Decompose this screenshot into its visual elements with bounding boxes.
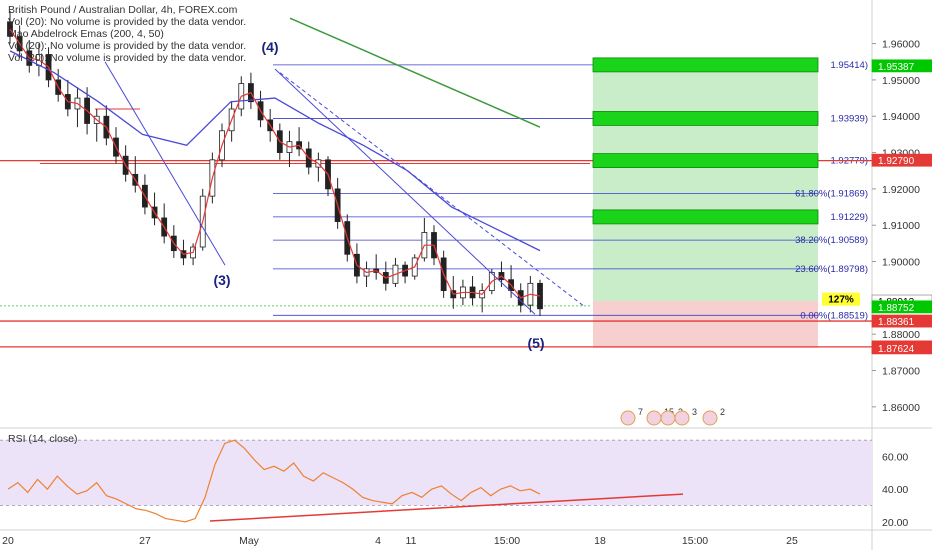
target-label-bg — [822, 292, 860, 306]
channel-line — [279, 72, 586, 308]
target-bar — [592, 57, 819, 73]
price-tag-label: 1.92790 — [878, 156, 915, 167]
price-axis-label: 1.92000 — [882, 184, 920, 196]
fib-level-label: 23.60%(1.89798) — [795, 264, 868, 275]
target-bar — [592, 209, 819, 225]
price-axis-label: 1.96000 — [882, 39, 920, 51]
event-mark-icon — [620, 410, 636, 426]
event-mark-icon — [674, 410, 690, 426]
price-tag-label: 1.88361 — [878, 317, 915, 328]
price-tag-bg — [871, 341, 932, 355]
event-mark-count: 7 — [638, 407, 643, 417]
ema-50-line — [9, 50, 541, 252]
event-mark-icon — [646, 410, 662, 426]
fib-level-label: 0.00%(1.88519) — [800, 310, 868, 321]
price-axis-label: 1.95000 — [882, 75, 920, 87]
time-axis-label: 18 — [594, 535, 606, 547]
fib-level-label: 38.20%(1.90589) — [795, 235, 868, 246]
event-mark-icon — [660, 410, 676, 426]
legend-line: Mao Abdelrock Emas (200, 4, 50) — [8, 28, 164, 40]
price-axis-label: 1.90000 — [882, 257, 920, 269]
rsi-axis-label: 40.00 — [882, 484, 908, 496]
wave-label: (5) — [527, 335, 544, 351]
time-axis-label: 11 — [406, 535, 417, 547]
time-axis-label: 15:00 — [494, 535, 520, 547]
price-axis-label: 1.91000 — [882, 220, 920, 232]
event-mark-icon — [702, 410, 718, 426]
wave-label: (3) — [213, 272, 230, 288]
legend-line: Vol (20): No volume is provided by the d… — [8, 16, 247, 28]
ema-fast-line — [9, 28, 541, 299]
rsi-title: RSI (14, close) — [8, 433, 77, 445]
event-mark-count: 2 — [720, 407, 725, 417]
time-axis-label: 15:00 — [682, 535, 708, 547]
channel-line — [274, 68, 536, 315]
stop-zone — [593, 301, 818, 348]
time-axis-label: 25 — [786, 535, 798, 547]
rsi-line — [7, 439, 541, 523]
price-tag-bg — [871, 59, 932, 73]
fib-level-label: 1.91229) — [830, 212, 868, 223]
price-tag-bg — [871, 153, 932, 167]
event-mark-count: 3 — [692, 407, 697, 417]
price-axis-label: 1.94000 — [882, 111, 920, 123]
time-axis-label: 27 — [139, 535, 151, 547]
rsi-band — [0, 440, 872, 506]
wave-label: (4) — [261, 39, 278, 55]
rsi-axis-label: 20.00 — [882, 517, 908, 529]
time-axis-label: 4 — [375, 535, 381, 547]
price-tag-label: 1.87624 — [878, 344, 915, 355]
legend-line: Vol (20): No volume is provided by the d… — [8, 52, 247, 64]
price-axis-label: 1.88000 — [882, 329, 920, 341]
price-axis-label: 1.87000 — [882, 366, 920, 378]
fib-level-label: 61.80%(1.91869) — [795, 189, 868, 200]
chart-legend: British Pound / Australian Dollar, 4h, F… — [8, 4, 246, 64]
time-axis-label: May — [239, 535, 260, 547]
price-tag-label: 1.95387 — [878, 62, 915, 73]
legend-line: Vol (20): No volume is provided by the d… — [8, 40, 247, 52]
legend-line: British Pound / Australian Dollar, 4h, F… — [8, 4, 238, 16]
price-tag-bg — [871, 300, 932, 314]
ema-200-line — [289, 17, 541, 128]
fib-level-label: 1.95414) — [830, 60, 868, 71]
price-axis-label: 1.86000 — [882, 402, 920, 414]
target-zone — [593, 64, 818, 302]
fib-level-label: 1.93939) — [830, 113, 868, 124]
time-axis-label: 20 — [2, 535, 14, 547]
target-label: 127% — [828, 295, 854, 306]
price-tag-label: 1.88752 — [878, 303, 915, 314]
rsi-trendline — [209, 493, 684, 522]
price-tag-bg — [871, 314, 932, 328]
target-bar — [592, 153, 819, 168]
channel-line — [104, 61, 226, 266]
rsi-axis-label: 60.00 — [882, 452, 908, 464]
target-bar — [592, 111, 819, 126]
